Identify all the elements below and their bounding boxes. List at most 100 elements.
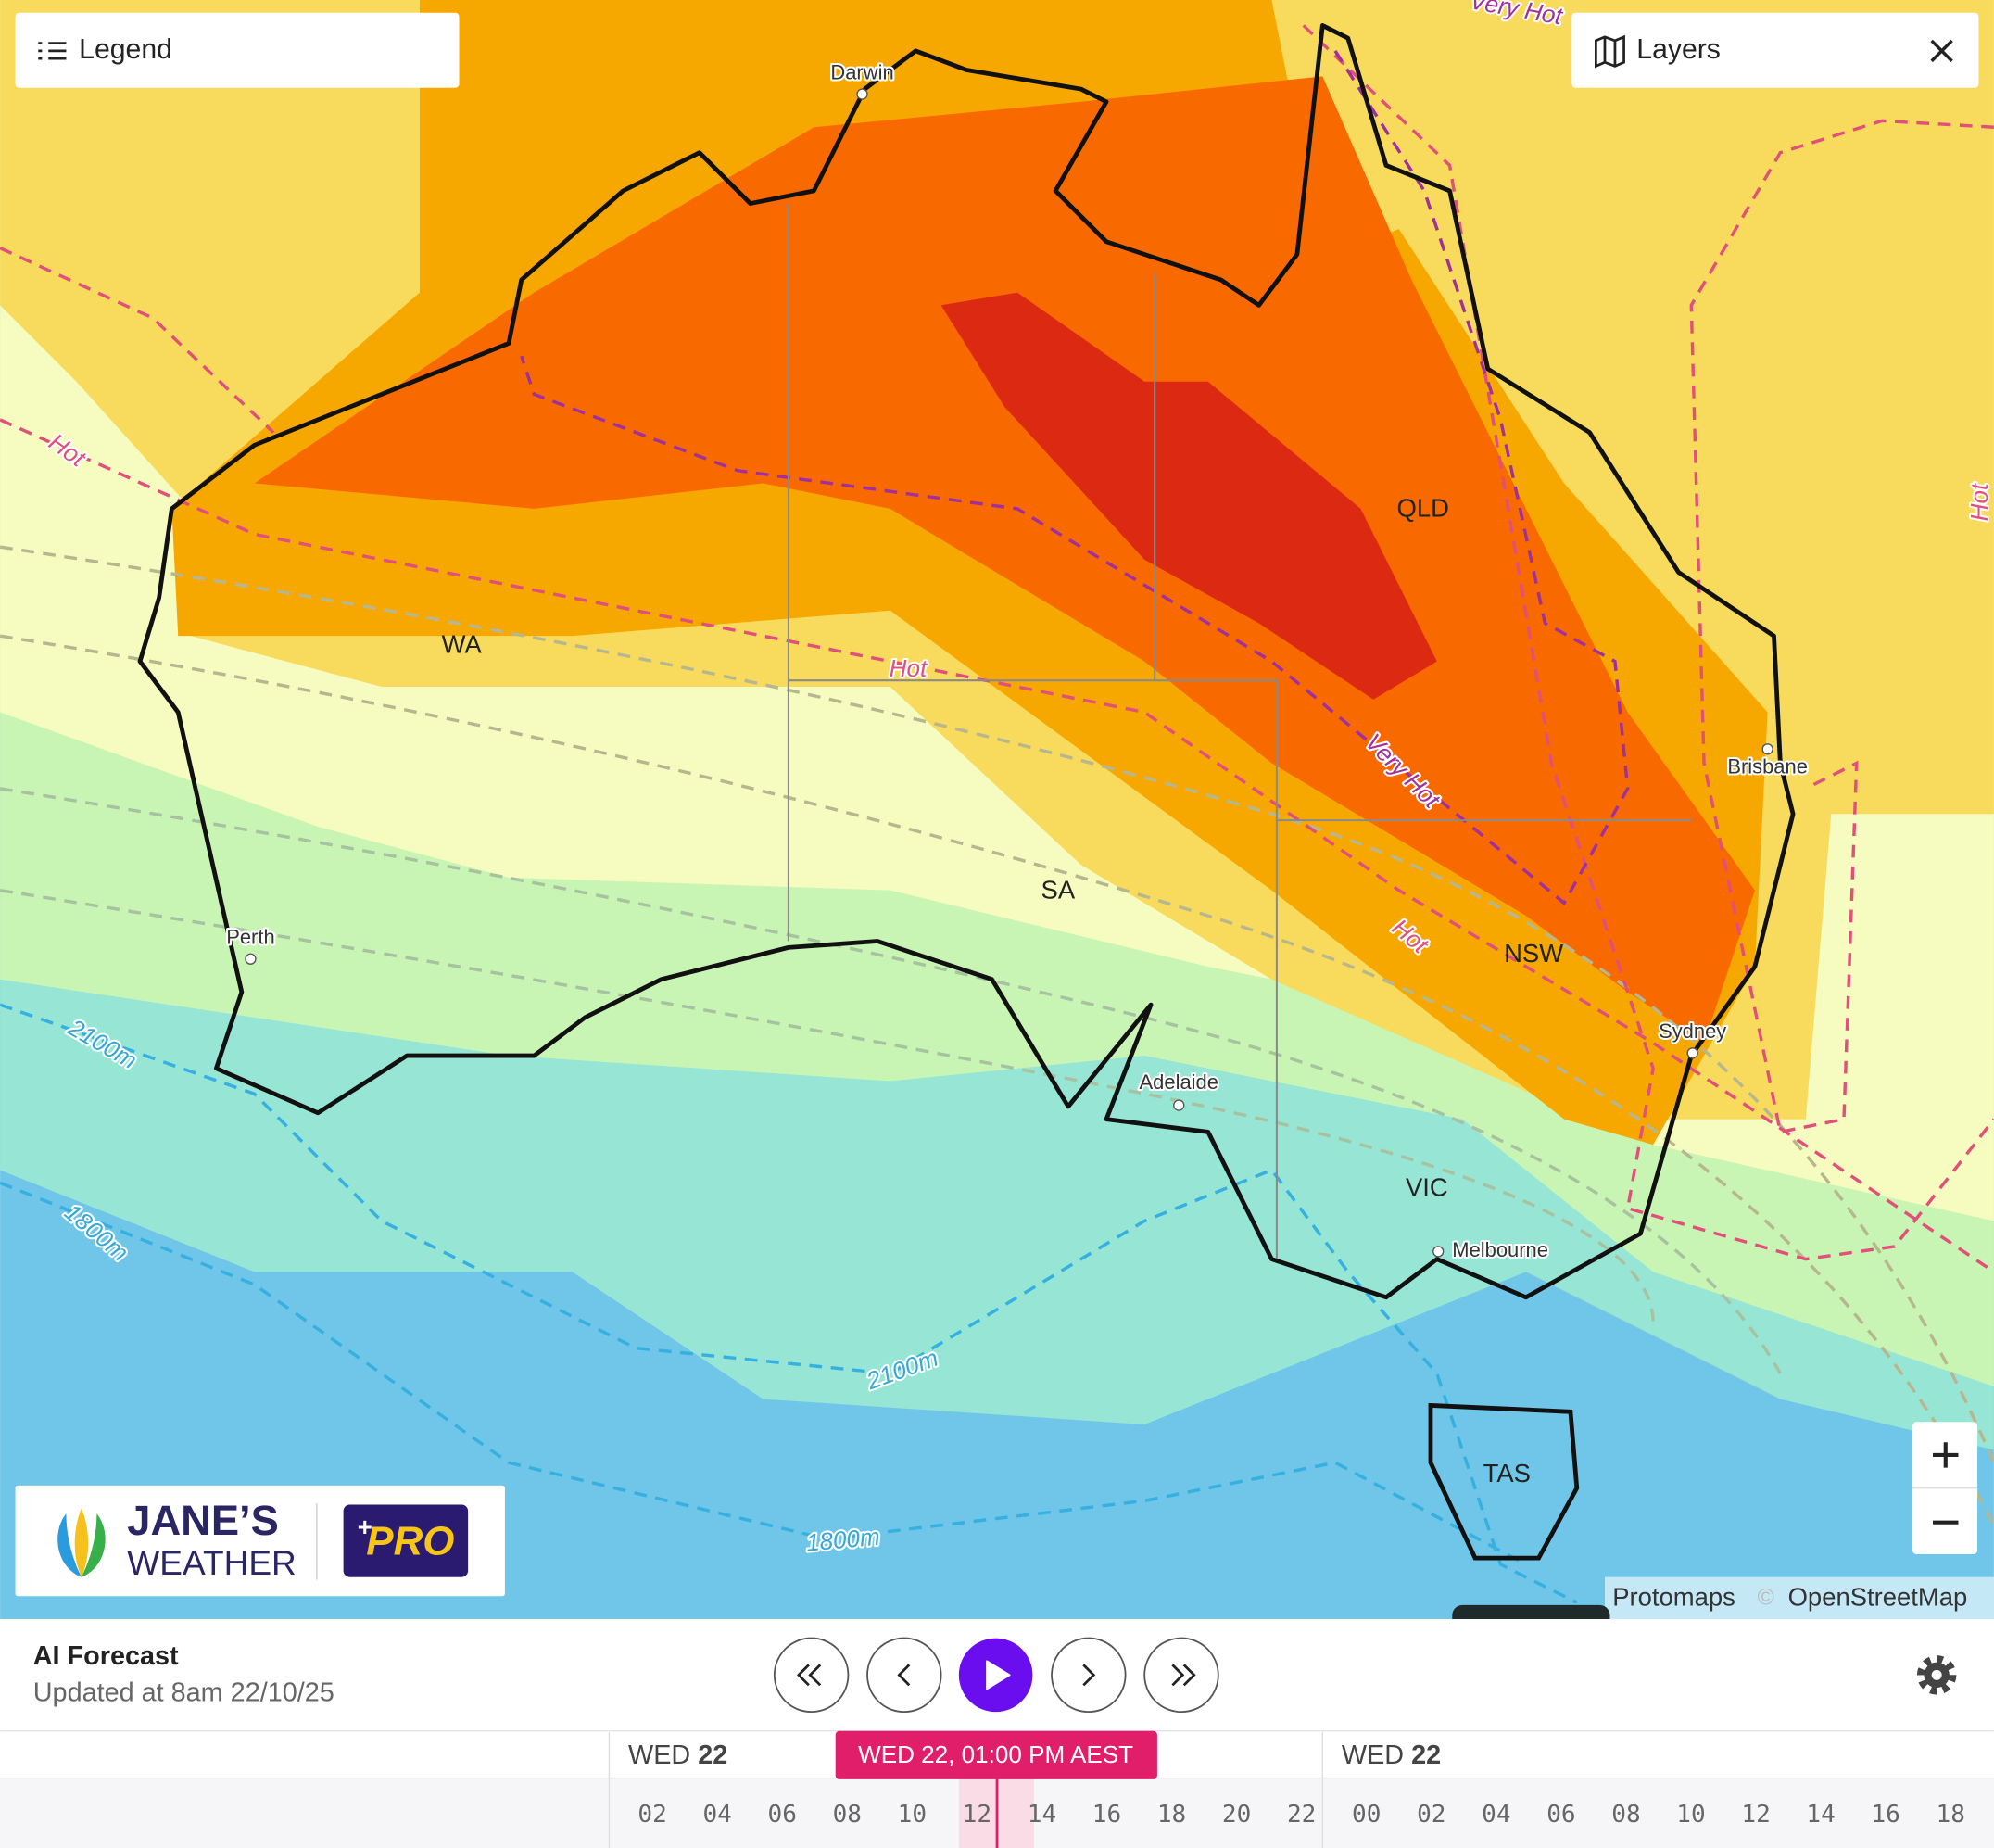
panel bbox=[15, 12, 460, 88]
zoom-control bbox=[1912, 1422, 1978, 1554]
play-icon bbox=[986, 1660, 1011, 1690]
hour-label[interactable]: 04 bbox=[702, 1801, 731, 1829]
legend-label: Legend bbox=[79, 34, 172, 65]
map: Darwin Perth Adelaide Melbourne Brisbane… bbox=[0, 0, 1994, 1619]
prev-button[interactable] bbox=[866, 1637, 942, 1714]
day: 22 bbox=[1411, 1740, 1441, 1770]
contour-label: Hot bbox=[1965, 482, 1993, 521]
brand-name: WEATHER bbox=[127, 1543, 297, 1582]
brand: JANE’S WEATHER + PRO bbox=[15, 1485, 505, 1597]
map-band bbox=[940, 292, 1437, 700]
gear-hole bbox=[1931, 1669, 1942, 1680]
panel bbox=[1604, 1576, 1994, 1619]
copyright: © bbox=[1758, 1586, 1774, 1611]
hour-label[interactable]: 22 bbox=[1287, 1801, 1316, 1829]
coastline bbox=[137, 23, 1796, 1300]
next-button[interactable] bbox=[1051, 1637, 1127, 1714]
contour-label: Hot bbox=[890, 654, 928, 682]
contour-line bbox=[0, 1181, 1527, 1566]
hour-label[interactable]: 18 bbox=[1157, 1801, 1186, 1829]
hour-label[interactable]: 12 bbox=[963, 1801, 991, 1829]
hour-label[interactable]: 14 bbox=[1806, 1801, 1835, 1829]
close-button[interactable] bbox=[1930, 39, 1953, 63]
coastline bbox=[1428, 1402, 1580, 1561]
hour-label[interactable]: 12 bbox=[1741, 1801, 1770, 1829]
hour-label[interactable]: 06 bbox=[768, 1801, 797, 1829]
gear-teeth bbox=[1916, 1655, 1957, 1695]
zoom-in[interactable] bbox=[1933, 1442, 1959, 1468]
city-dot bbox=[1432, 1246, 1445, 1258]
hour-label[interactable]: 16 bbox=[1871, 1801, 1899, 1829]
current-time-pill bbox=[835, 1730, 1157, 1779]
city-dot bbox=[1686, 1047, 1698, 1059]
hour-label[interactable]: 10 bbox=[898, 1801, 927, 1829]
hour-label[interactable]: 10 bbox=[1676, 1801, 1705, 1829]
city-label: Melbourne bbox=[1452, 1238, 1548, 1261]
contour-line bbox=[0, 418, 1994, 1273]
city-dot bbox=[1173, 1099, 1185, 1111]
city-label: Perth bbox=[226, 926, 274, 949]
city-label: Sydney bbox=[1659, 1019, 1726, 1043]
hour-label[interactable]: 02 bbox=[1417, 1801, 1445, 1829]
list-icon bbox=[38, 42, 67, 60]
city-label: Darwin bbox=[830, 60, 893, 83]
panel bbox=[1571, 12, 1979, 88]
city-dot bbox=[1761, 743, 1773, 755]
logo-leaf bbox=[57, 1513, 82, 1577]
contour-line bbox=[0, 545, 1994, 1463]
brand-name: JANE’S bbox=[127, 1497, 279, 1544]
state-label: TAS bbox=[1483, 1459, 1531, 1487]
state-label: SA bbox=[1041, 875, 1076, 904]
current-time: WED 22, 01:00 PM AEST bbox=[858, 1740, 1133, 1768]
state-labels: WA SA QLD NSW VIC TAS bbox=[442, 494, 1564, 1488]
hour-label[interactable]: 06 bbox=[1546, 1801, 1575, 1829]
hour-label[interactable]: 00 bbox=[1352, 1801, 1381, 1829]
city-dot bbox=[856, 88, 868, 100]
forecast-title: AI Forecast bbox=[33, 1641, 179, 1671]
chevrons bbox=[796, 1664, 1196, 1687]
hour-label[interactable]: 04 bbox=[1482, 1801, 1510, 1829]
weekday: WED bbox=[628, 1740, 690, 1770]
city-label: Brisbane bbox=[1727, 755, 1808, 778]
pro-badge bbox=[343, 1504, 469, 1577]
layers-label: Layers bbox=[1636, 34, 1721, 65]
contour-line bbox=[0, 888, 1655, 1323]
state-label: QLD bbox=[1397, 494, 1449, 523]
state-label: VIC bbox=[1406, 1172, 1448, 1201]
pro-plus: + bbox=[358, 1513, 372, 1541]
hour-label[interactable]: 18 bbox=[1937, 1801, 1965, 1829]
hour-label[interactable]: 08 bbox=[1611, 1801, 1640, 1829]
hour-labels: 02 04 06 08 10 12 14 16 18 20 22 00 02 04 06 08 10 12 14 16… bbox=[637, 1801, 1965, 1829]
legend-button[interactable]: Legend bbox=[15, 12, 460, 88]
attribution: Protomaps © OpenStreetMap bbox=[1452, 1576, 1994, 1631]
attribution-link[interactable]: OpenStreetMap bbox=[1788, 1582, 1968, 1611]
city-dot bbox=[245, 953, 257, 965]
hour-label[interactable]: 02 bbox=[637, 1801, 666, 1829]
state-label: WA bbox=[442, 629, 483, 658]
hour-label[interactable]: 08 bbox=[833, 1801, 862, 1829]
city-label: Adelaide bbox=[1140, 1070, 1218, 1094]
contour-line bbox=[520, 49, 1630, 905]
state-borders bbox=[787, 203, 1692, 1259]
hour-label[interactable]: 14 bbox=[1028, 1801, 1056, 1829]
map-icon bbox=[1594, 34, 1625, 69]
city-labels: Darwin Perth Adelaide Melbourne Brisbane… bbox=[224, 58, 1810, 1263]
settings-button[interactable] bbox=[1916, 1655, 1957, 1695]
contour-line bbox=[0, 1003, 1578, 1604]
day: 22 bbox=[698, 1740, 727, 1770]
attribution-link[interactable]: Protomaps bbox=[1612, 1582, 1735, 1611]
map-band bbox=[254, 76, 1755, 1044]
day-label: WED 22 bbox=[628, 1740, 727, 1770]
hour-label[interactable]: 16 bbox=[1092, 1801, 1121, 1829]
playback bbox=[773, 1637, 1219, 1714]
logo-leaf bbox=[74, 1508, 89, 1577]
weekday: WED bbox=[1342, 1740, 1404, 1770]
layers-panel: Layers bbox=[1571, 12, 1979, 88]
hour-label[interactable]: 20 bbox=[1222, 1801, 1251, 1829]
forecast-updated: Updated at 8am 22/10/25 bbox=[33, 1678, 334, 1708]
pro-label: PRO bbox=[366, 1519, 454, 1564]
contour-line bbox=[0, 634, 1994, 1527]
state-label: NSW bbox=[1504, 939, 1563, 968]
controls-bar: AI Forecast Updated at 8am 22/10/25 WED … bbox=[0, 1618, 1994, 1848]
